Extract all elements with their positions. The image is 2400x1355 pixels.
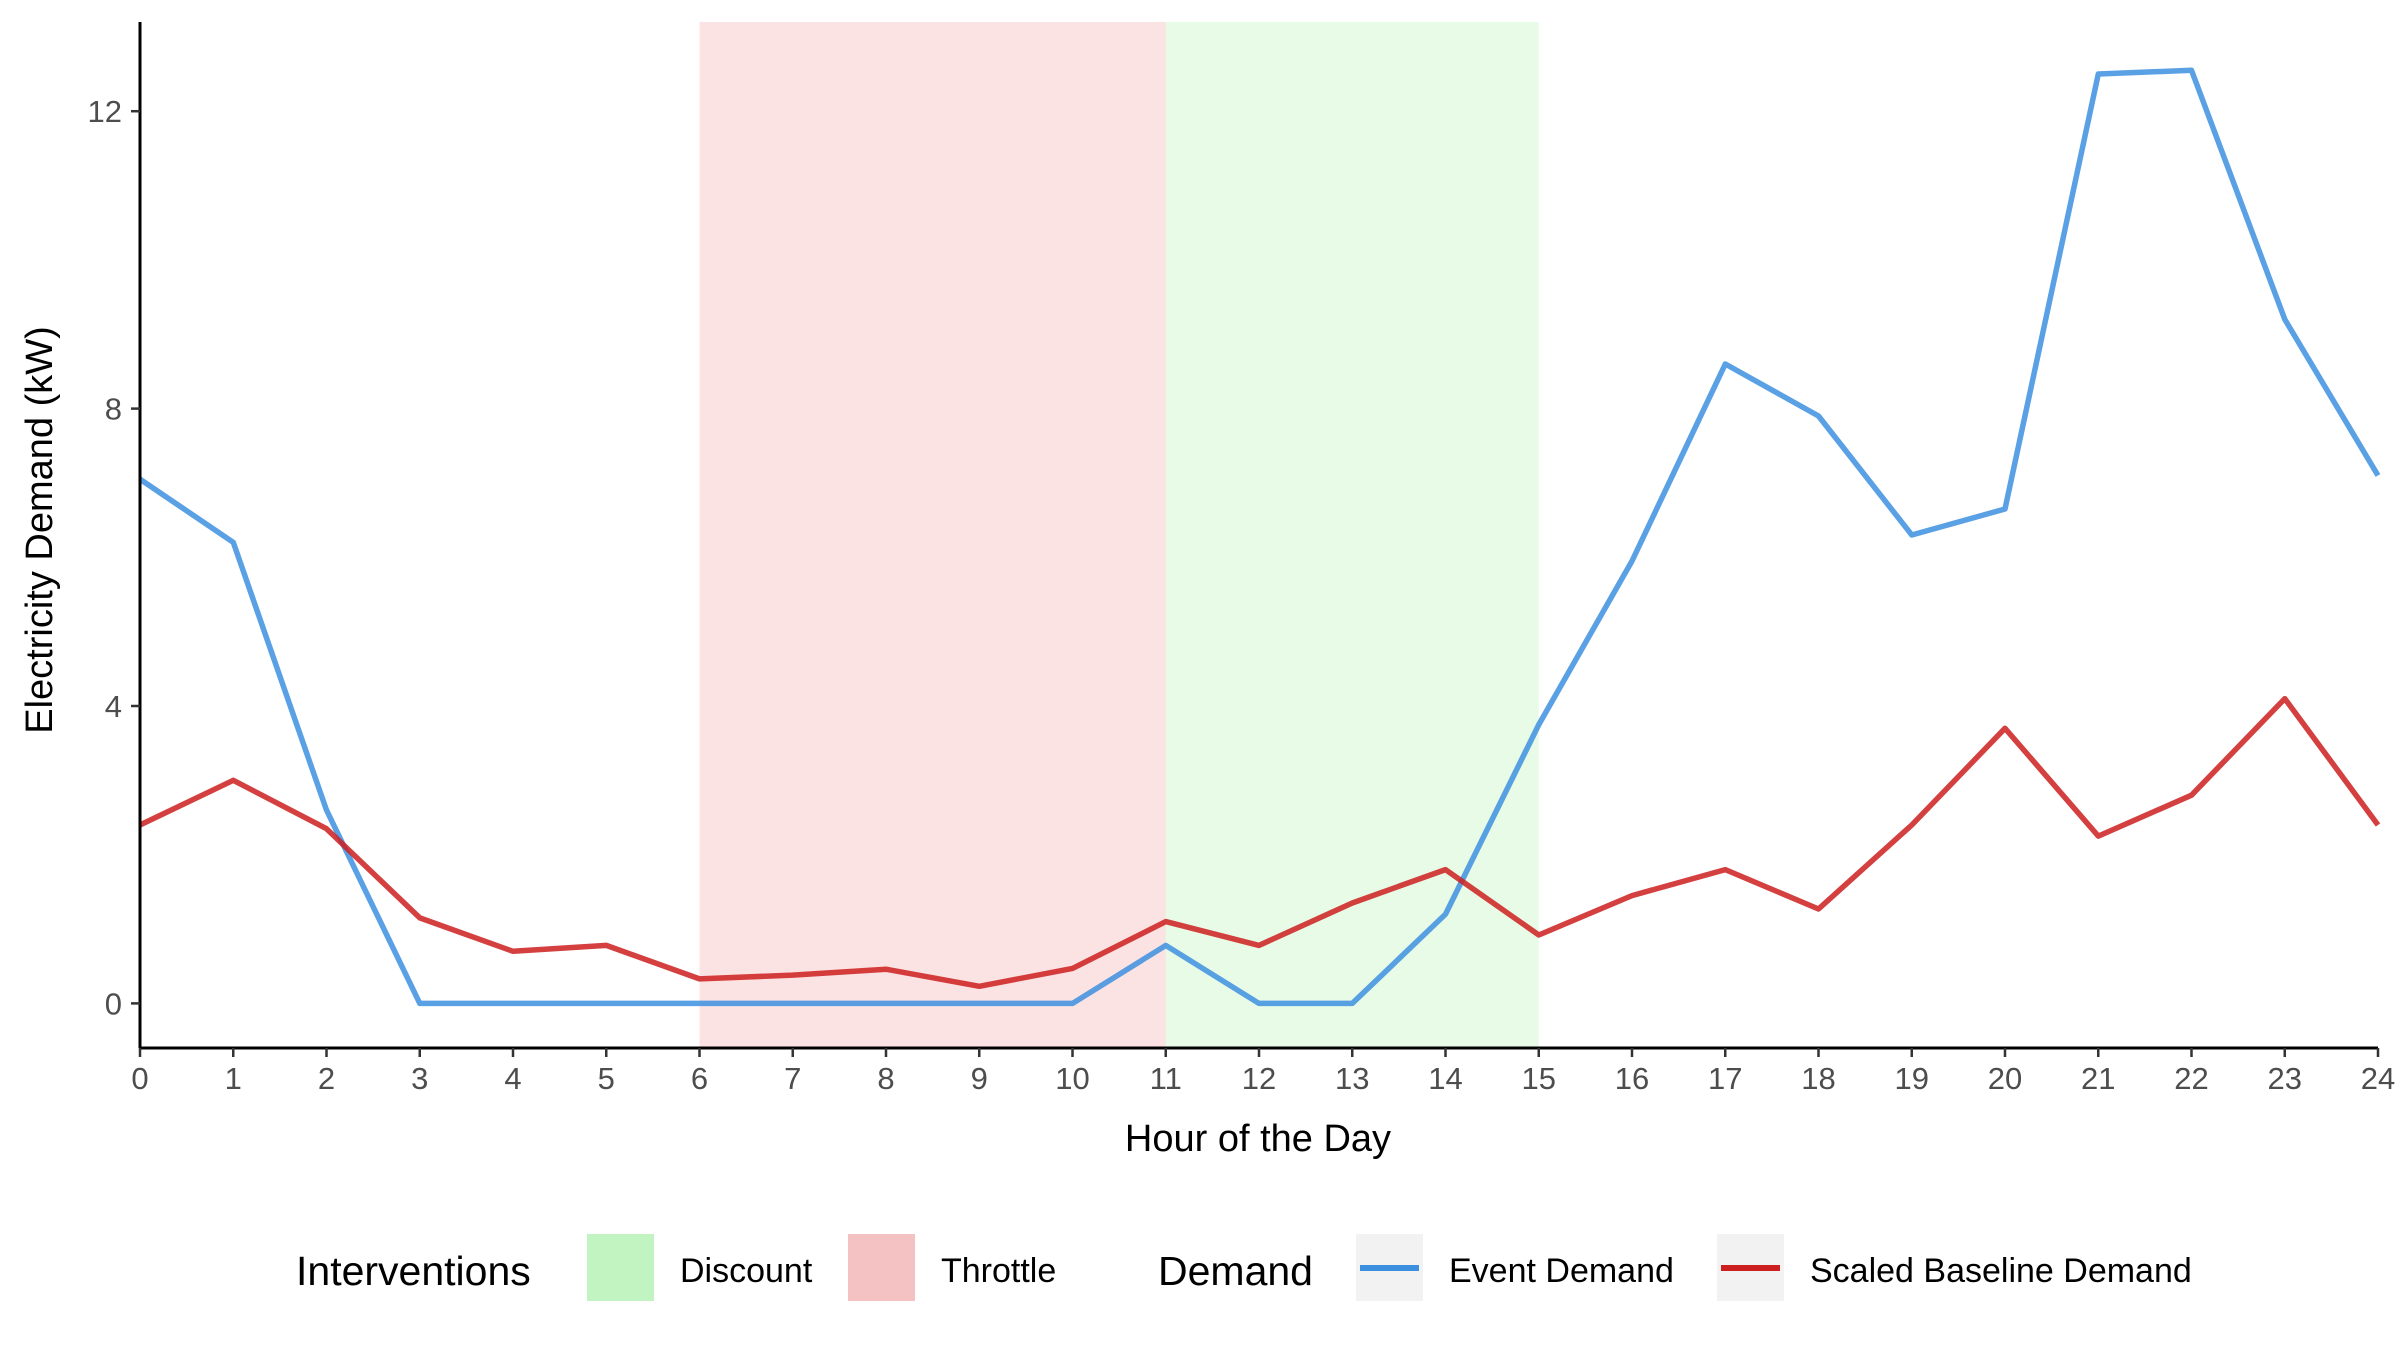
x-tick-label: 3 xyxy=(411,1061,428,1096)
x-tick-label: 19 xyxy=(1895,1061,1929,1096)
intervention-bands xyxy=(699,22,1539,1048)
y-axis-title: Electricity Demand (kW) xyxy=(19,326,61,734)
y-tick-label: 4 xyxy=(105,689,122,724)
x-tick-label: 15 xyxy=(1522,1061,1556,1096)
x-tick-label: 5 xyxy=(598,1061,615,1096)
x-tick-label: 16 xyxy=(1615,1061,1649,1096)
x-tick-label: 2 xyxy=(318,1061,335,1096)
x-tick-label: 21 xyxy=(2081,1061,2115,1096)
legend-title-interventions: Interventions xyxy=(296,1248,531,1294)
x-axis-title: Hour of the Day xyxy=(1125,1118,1391,1160)
x-tick-label: 13 xyxy=(1335,1061,1369,1096)
legend-title-demand: Demand xyxy=(1158,1248,1313,1294)
y-ticks: 0 4 8 12 xyxy=(88,94,140,1021)
x-ticks: 0 1 2 3 4 5 6 7 8 9 10 11 12 13 14 15 16 17 18 19 20 21 22 23 24 xyxy=(131,1048,2395,1096)
legend-label-throttle: Throttle xyxy=(941,1252,1056,1290)
x-tick-label: 14 xyxy=(1428,1061,1462,1096)
legend-label-scaled-baseline-demand: Scaled Baseline Demand xyxy=(1810,1252,2192,1290)
x-tick-label: 7 xyxy=(784,1061,801,1096)
x-tick-label: 6 xyxy=(691,1061,708,1096)
x-tick-label: 9 xyxy=(971,1061,988,1096)
x-tick-label: 4 xyxy=(504,1061,521,1096)
y-tick-label: 8 xyxy=(105,392,122,427)
x-tick-label: 0 xyxy=(131,1061,148,1096)
band-discount xyxy=(1165,22,1539,1048)
y-tick-label: 12 xyxy=(88,94,122,129)
x-tick-label: 22 xyxy=(2174,1061,2208,1096)
legend-label-event-demand: Event Demand xyxy=(1449,1252,1674,1290)
legend-key-discount xyxy=(587,1234,654,1301)
band-throttle xyxy=(699,22,1166,1048)
legend-key-throttle xyxy=(848,1234,915,1301)
x-tick-label: 8 xyxy=(877,1061,894,1096)
x-tick-label: 11 xyxy=(1150,1061,1182,1096)
x-tick-label: 1 xyxy=(225,1061,242,1096)
x-tick-label: 24 xyxy=(2361,1061,2395,1096)
x-tick-label: 20 xyxy=(1988,1061,2022,1096)
x-tick-label: 17 xyxy=(1708,1061,1742,1096)
series-lines xyxy=(138,67,2381,1007)
legend: Interventions Discount Throttle Demand E… xyxy=(296,1234,2192,1301)
x-tick-label: 23 xyxy=(2268,1061,2302,1096)
legend-label-discount: Discount xyxy=(680,1252,813,1290)
series-line-scaled-baseline-demand xyxy=(138,695,2381,990)
x-tick-label: 10 xyxy=(1055,1061,1089,1096)
x-tick-label: 18 xyxy=(1801,1061,1835,1096)
y-tick-label: 0 xyxy=(105,986,122,1021)
series-line-event-demand xyxy=(138,67,2381,1007)
x-tick-label: 12 xyxy=(1242,1061,1276,1096)
